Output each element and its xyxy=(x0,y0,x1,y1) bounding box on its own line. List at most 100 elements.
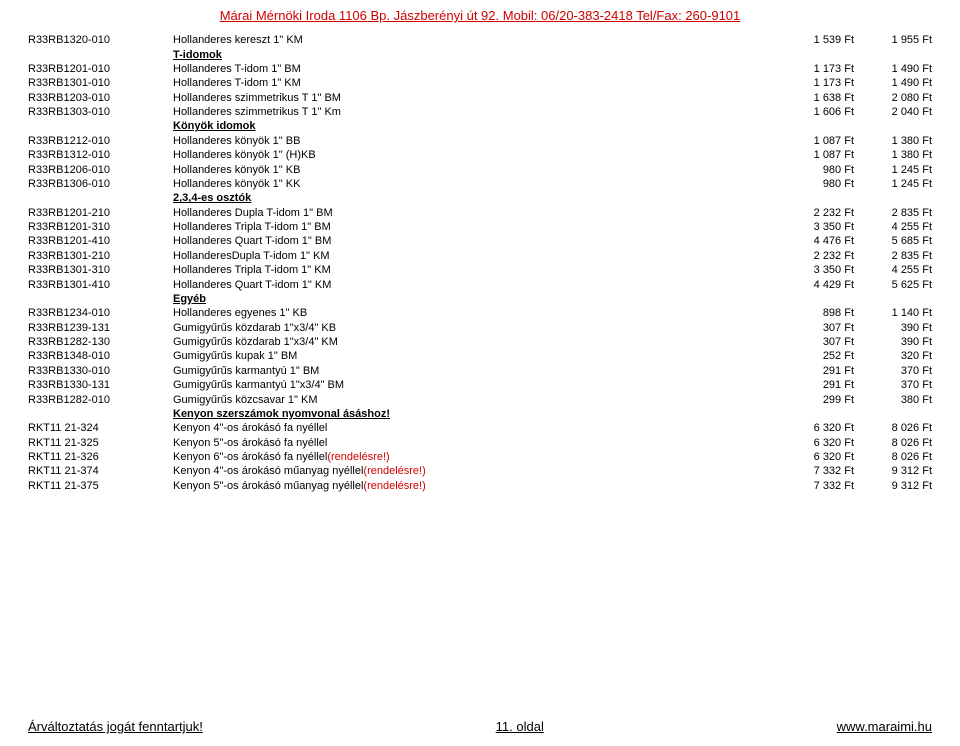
cell-price-2: 1 380 Ft xyxy=(854,134,932,148)
table-row: R33RB1303-010Hollanderes szimmetrikus T … xyxy=(28,105,932,119)
cell-empty xyxy=(28,292,173,306)
cell-price-2: 2 040 Ft xyxy=(854,105,932,119)
cell-price-2: 8 026 Ft xyxy=(854,450,932,464)
cell-price-1: 980 Ft xyxy=(776,162,854,176)
cell-desc: Kenyon 5"-os árokásó műanyag nyéllel(ren… xyxy=(173,479,776,493)
footer-right: www.maraimi.hu xyxy=(837,719,932,734)
cell-price-1: 1 606 Ft xyxy=(776,105,854,119)
cell-price-2: 390 Ft xyxy=(854,321,932,335)
cell-price-1: 1 087 Ft xyxy=(776,148,854,162)
cell-price-2: 2 835 Ft xyxy=(854,249,932,263)
cell-price-1: 898 Ft xyxy=(776,306,854,320)
table-row: R33RB1301-010Hollanderes T-idom 1" KM1 1… xyxy=(28,76,932,90)
cell-price-1: 1 173 Ft xyxy=(776,76,854,90)
section-heading-row: Kenyon szerszámok nyomvonal ásáshoz! xyxy=(28,407,932,421)
red-suffix: (rendelésre!) xyxy=(363,465,425,477)
cell-empty xyxy=(28,47,173,61)
cell-price-1: 2 232 Ft xyxy=(776,206,854,220)
price-table: R33RB1320-010Hollanderes kereszt 1" KM1 … xyxy=(28,33,932,493)
cell-desc: Hollanderes Tripla T-idom 1" KM xyxy=(173,263,776,277)
table-row: RKT11 21-375Kenyon 5"-os árokásó műanyag… xyxy=(28,479,932,493)
cell-price-1: 1 173 Ft xyxy=(776,62,854,76)
cell-code: R33RB1301-010 xyxy=(28,76,173,90)
cell-desc: Hollanderes könyök 1" KK xyxy=(173,177,776,191)
table-row: R33RB1301-210HollanderesDupla T-idom 1" … xyxy=(28,249,932,263)
cell-code: R33RB1303-010 xyxy=(28,105,173,119)
cell-code: R33RB1201-010 xyxy=(28,62,173,76)
cell-code: RKT11 21-324 xyxy=(28,421,173,435)
table-row: R33RB1330-131Gumigyűrűs karmantyú 1"x3/4… xyxy=(28,378,932,392)
cell-price-2: 1 245 Ft xyxy=(854,177,932,191)
page-header: Márai Mérnöki Iroda 1106 Bp. Jászberényi… xyxy=(28,8,932,23)
cell-desc: Hollanderes könyök 1" (H)KB xyxy=(173,148,776,162)
table-row: R33RB1201-310Hollanderes Tripla T-idom 1… xyxy=(28,220,932,234)
cell-price-2: 2 080 Ft xyxy=(854,91,932,105)
cell-price-2: 4 255 Ft xyxy=(854,263,932,277)
page-footer: Árváltoztatás jogát fenntartjuk! 11. old… xyxy=(28,719,932,734)
cell-code: R33RB1301-310 xyxy=(28,263,173,277)
cell-price-1: 6 320 Ft xyxy=(776,421,854,435)
cell-desc: Hollanderes Tripla T-idom 1" BM xyxy=(173,220,776,234)
cell-code: R33RB1203-010 xyxy=(28,91,173,105)
section-heading-row: 2,3,4-es osztók xyxy=(28,191,932,205)
cell-code: R33RB1206-010 xyxy=(28,162,173,176)
cell-price-2: 1 140 Ft xyxy=(854,306,932,320)
cell-code: R33RB1282-010 xyxy=(28,392,173,406)
cell-price-2: 1 490 Ft xyxy=(854,62,932,76)
table-row: R33RB1206-010Hollanderes könyök 1" KB980… xyxy=(28,162,932,176)
cell-code: RKT11 21-374 xyxy=(28,464,173,478)
cell-price-1: 980 Ft xyxy=(776,177,854,191)
cell-price-2: 8 026 Ft xyxy=(854,436,932,450)
table-row: RKT11 21-325Kenyon 5"-os árokásó fa nyél… xyxy=(28,436,932,450)
cell-empty xyxy=(28,119,173,133)
table-row: RKT11 21-374Kenyon 4"-os árokásó műanyag… xyxy=(28,464,932,478)
cell-code: R33RB1348-010 xyxy=(28,349,173,363)
cell-desc: Hollanderes szimmetrikus T 1" Km xyxy=(173,105,776,119)
cell-price-1: 4 476 Ft xyxy=(776,234,854,248)
cell-code: R33RB1212-010 xyxy=(28,134,173,148)
section-title: Könyök idomok xyxy=(173,119,932,133)
cell-price-2: 9 312 Ft xyxy=(854,479,932,493)
cell-code: R33RB1312-010 xyxy=(28,148,173,162)
table-row: R33RB1212-010Hollanderes könyök 1" BB1 0… xyxy=(28,134,932,148)
cell-code: R33RB1239-131 xyxy=(28,321,173,335)
cell-desc: Gumigyűrűs kupak 1" BM xyxy=(173,349,776,363)
table-row: RKT11 21-324Kenyon 4"-os árokásó fa nyél… xyxy=(28,421,932,435)
cell-price-2: 370 Ft xyxy=(854,364,932,378)
cell-code: R33RB1201-410 xyxy=(28,234,173,248)
cell-price-1: 1 539 Ft xyxy=(776,33,854,47)
cell-price-2: 2 835 Ft xyxy=(854,206,932,220)
table-row: R33RB1234-010Hollanderes egyenes 1" KB89… xyxy=(28,306,932,320)
cell-price-1: 1 087 Ft xyxy=(776,134,854,148)
table-row: R33RB1301-310Hollanderes Tripla T-idom 1… xyxy=(28,263,932,277)
cell-code: R33RB1301-210 xyxy=(28,249,173,263)
cell-desc: Kenyon 6"-os árokásó fa nyéllel(rendelés… xyxy=(173,450,776,464)
table-row: R33RB1320-010Hollanderes kereszt 1" KM1 … xyxy=(28,33,932,47)
cell-price-1: 6 320 Ft xyxy=(776,450,854,464)
cell-price-1: 307 Ft xyxy=(776,335,854,349)
cell-price-2: 5 685 Ft xyxy=(854,234,932,248)
table-row: R33RB1330-010Gumigyűrűs karmantyú 1" BM2… xyxy=(28,364,932,378)
section-title: 2,3,4-es osztók xyxy=(173,191,932,205)
cell-desc: Hollanderes Quart T-idom 1" BM xyxy=(173,234,776,248)
cell-desc: Gumigyűrűs közdarab 1"x3/4" KB xyxy=(173,321,776,335)
cell-price-1: 291 Ft xyxy=(776,364,854,378)
cell-code: R33RB1282-130 xyxy=(28,335,173,349)
cell-desc: Hollanderes Dupla T-idom 1" BM xyxy=(173,206,776,220)
cell-desc: Kenyon 5"-os árokásó fa nyéllel xyxy=(173,436,776,450)
cell-price-1: 7 332 Ft xyxy=(776,464,854,478)
cell-price-2: 1 380 Ft xyxy=(854,148,932,162)
table-row: R33RB1312-010Hollanderes könyök 1" (H)KB… xyxy=(28,148,932,162)
table-row: R33RB1239-131Gumigyűrűs közdarab 1"x3/4"… xyxy=(28,321,932,335)
cell-desc: Hollanderes könyök 1" KB xyxy=(173,162,776,176)
cell-desc: Hollanderes Quart T-idom 1" KM xyxy=(173,277,776,291)
cell-desc: Kenyon 4"-os árokásó műanyag nyéllel(ren… xyxy=(173,464,776,478)
cell-price-1: 2 232 Ft xyxy=(776,249,854,263)
cell-code: R33RB1301-410 xyxy=(28,277,173,291)
table-row: R33RB1201-010Hollanderes T-idom 1" BM1 1… xyxy=(28,62,932,76)
cell-code: R33RB1330-131 xyxy=(28,378,173,392)
cell-price-2: 370 Ft xyxy=(854,378,932,392)
cell-price-2: 4 255 Ft xyxy=(854,220,932,234)
cell-price-1: 4 429 Ft xyxy=(776,277,854,291)
section-heading-row: Egyéb xyxy=(28,292,932,306)
